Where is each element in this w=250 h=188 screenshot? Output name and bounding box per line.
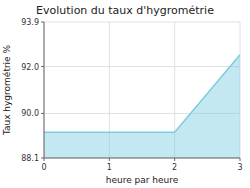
area — [44, 55, 240, 158]
grid-line — [44, 158, 240, 159]
y-label: Taux hygrométrie % — [2, 44, 12, 136]
tick — [44, 158, 45, 161]
tick-label: 92.0 — [21, 63, 39, 72]
tick — [41, 66, 44, 67]
x-label: heure par heure — [106, 175, 179, 185]
grid — [44, 22, 240, 158]
grid-line — [44, 22, 45, 158]
plot-area — [44, 55, 240, 158]
chart-container: 88.1 90.0 92.0 93.9 0 1 2 3 Evolution du taux d'… — [0, 0, 250, 188]
y-axis — [44, 22, 45, 158]
tick-label: 0 — [41, 163, 46, 172]
tick — [240, 158, 241, 161]
tick — [41, 113, 44, 114]
tick-label: 2 — [172, 163, 177, 172]
tick — [174, 158, 175, 161]
tick-label: 88.1 — [21, 154, 39, 163]
line — [44, 55, 240, 132]
tick-label: 90.0 — [21, 109, 39, 118]
x-axis — [44, 158, 240, 159]
tick-label: 3 — [237, 163, 242, 172]
grid-line — [44, 66, 240, 67]
chart: 88.1 90.0 92.0 93.9 0 1 2 3 Evolution du taux d'… — [0, 0, 250, 188]
grid-line — [44, 22, 240, 23]
tick-label: 93.9 — [21, 18, 39, 27]
tick — [109, 158, 110, 161]
title: Evolution du taux d'hygrométrie — [36, 4, 214, 17]
tick — [41, 22, 44, 23]
tick-label: 1 — [107, 163, 112, 172]
